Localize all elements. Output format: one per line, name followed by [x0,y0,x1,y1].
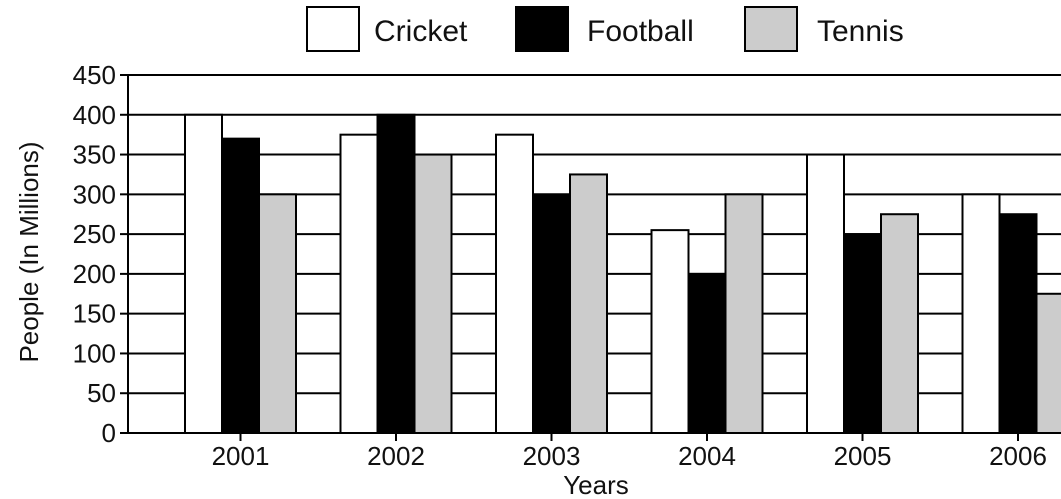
y-tick-label: 0 [102,418,116,448]
bar-football-2006 [998,213,1038,434]
legend: Cricket Football Tennis [306,6,904,52]
bar-tennis-2006 [1035,292,1061,434]
legend-label-tennis: Tennis [817,15,904,48]
legend-swatch-football [515,6,569,52]
y-tick-label: 150 [73,299,116,329]
bar-football-2004 [687,272,727,434]
y-tick-label: 100 [73,338,116,368]
bar-cricket-2002 [339,133,379,435]
y-tick-labels: 0 50 100 150 200 250 300 350 400 450 [73,60,116,448]
legend-label-cricket: Cricket [374,15,468,48]
y-axis-title: People (In Millions) [14,141,44,362]
bar-tennis-2004 [724,193,764,434]
bar-football-2003 [532,193,571,434]
x-tick-label: 2003 [523,441,581,471]
y-tick-label: 450 [73,60,116,90]
y-tick-label: 200 [73,259,116,289]
y-tick-label: 300 [73,179,116,209]
bar-cricket-2004 [650,229,690,434]
bars [184,113,1061,435]
y-tick-label: 400 [73,100,116,130]
y-tick-label: 250 [73,219,116,249]
legend-label-football: Football [587,15,694,48]
bar-football-2002 [376,113,416,435]
axes [120,74,1061,441]
bar-football-2005 [843,233,882,434]
x-tick-labels: 2001 2002 2003 2004 2005 2006 [212,441,1047,471]
bar-cricket-2006 [961,193,1001,434]
y-tick-label: 350 [73,140,116,170]
x-tick-label: 2002 [367,441,425,471]
x-tick-label: 2005 [834,441,892,471]
bar-tennis-2001 [258,193,297,434]
bar-tennis-2005 [880,213,919,434]
bar-cricket-2003 [495,133,534,435]
x-tick-label: 2006 [989,441,1047,471]
x-tick-label: 2001 [212,441,270,471]
bar-cricket-2001 [184,113,223,435]
bar-tennis-2003 [569,173,608,434]
y-tick-label: 50 [87,378,116,408]
x-tick-label: 2004 [678,441,736,471]
legend-swatch-tennis [744,6,798,52]
x-axis-title: Years [563,470,629,499]
legend-swatch-cricket [306,6,360,52]
bar-football-2001 [221,137,260,434]
bar-tennis-2002 [413,153,453,435]
bar-cricket-2005 [806,153,845,435]
